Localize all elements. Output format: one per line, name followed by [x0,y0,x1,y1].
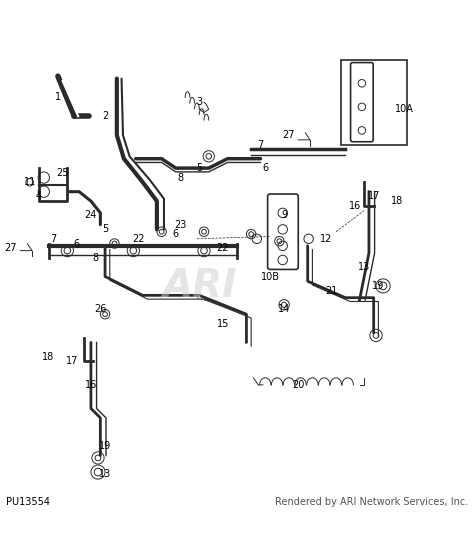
Text: 17: 17 [367,191,380,201]
Text: 16: 16 [85,380,97,390]
Text: 13: 13 [99,469,111,479]
Text: 10A: 10A [395,104,414,114]
Text: 9: 9 [281,210,287,220]
Text: 7: 7 [50,234,56,244]
Text: 4: 4 [36,191,42,201]
Text: 24: 24 [85,210,97,220]
Text: Rendered by ARI Network Services, Inc.: Rendered by ARI Network Services, Inc. [274,497,468,508]
Text: 6: 6 [74,238,80,248]
Text: 14: 14 [278,305,290,315]
Text: PU13554: PU13554 [6,497,50,508]
Text: 5: 5 [196,163,202,173]
Text: 19: 19 [372,281,384,291]
Bar [341,60,407,144]
Text: 18: 18 [391,196,403,206]
Text: 1: 1 [55,92,61,102]
Text: 3: 3 [196,97,202,107]
Text: 22: 22 [217,243,229,253]
Text: 10B: 10B [261,272,280,281]
Text: 19: 19 [99,441,111,451]
Text: 20: 20 [292,380,304,390]
Text: 25: 25 [56,168,69,178]
Text: ARI: ARI [162,267,237,305]
Text: 7: 7 [257,139,264,149]
Text: 27: 27 [283,130,295,140]
Text: 8: 8 [177,173,183,182]
Text: 13: 13 [358,262,370,272]
Text: 27: 27 [5,243,17,253]
Text: 12: 12 [320,234,333,244]
Text: 18: 18 [42,352,55,362]
Text: 23: 23 [174,220,187,229]
Text: 6: 6 [262,163,268,173]
Text: 11: 11 [24,178,36,187]
Text: 6: 6 [173,229,179,239]
Text: 5: 5 [102,225,108,234]
Text: 26: 26 [94,305,107,315]
Text: 22: 22 [132,234,144,244]
Text: 17: 17 [66,356,78,366]
Text: 16: 16 [349,201,361,211]
Text: 15: 15 [217,319,229,328]
Text: 21: 21 [325,286,337,296]
Text: 8: 8 [92,253,99,263]
Text: 2: 2 [102,111,108,121]
